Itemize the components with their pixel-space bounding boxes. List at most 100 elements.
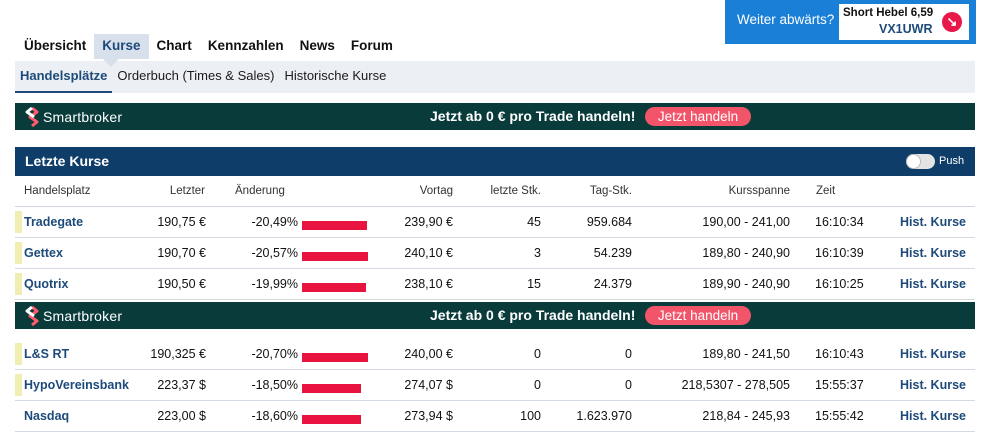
tab-kurse[interactable]: Kurse <box>94 34 149 59</box>
previous-close: 240,00 € <box>404 347 453 361</box>
last-price: 190,50 € <box>157 277 206 291</box>
change-percent: -20,57% <box>251 246 298 260</box>
price-range: 189,80 - 241,50 <box>702 347 790 361</box>
trade-time: 16:10:43 <box>815 347 864 361</box>
trade-time: 16:10:34 <box>815 215 864 229</box>
change-bar <box>302 221 367 230</box>
arrow-down-right-icon[interactable]: ↘ <box>942 12 962 32</box>
tab-news[interactable]: News <box>299 38 335 53</box>
trade-time: 16:10:25 <box>815 277 864 291</box>
day-quantity: 1.623.970 <box>576 409 632 423</box>
hist-kurse-link[interactable]: Hist. Kurse <box>900 215 966 229</box>
hist-kurse-link[interactable]: Hist. Kurse <box>900 409 966 423</box>
smartbroker-logo: Smartbroker <box>25 306 122 326</box>
venue-link[interactable]: HypoVereinsbank <box>24 378 129 392</box>
active-tab-caret <box>103 59 119 67</box>
day-quantity: 0 <box>625 347 632 361</box>
push-toggle[interactable] <box>906 154 935 169</box>
change-bar <box>302 252 368 261</box>
day-quantity: 959.684 <box>586 215 632 229</box>
venue-link[interactable]: Gettex <box>24 246 63 260</box>
table-row: Tradegate 190,75 € -20,49% 239,90 € 45 9… <box>15 207 975 238</box>
smartbroker-logo-icon <box>25 306 39 326</box>
header-divider <box>15 206 975 207</box>
jetzt-handeln-button[interactable]: Jetzt handeln <box>645 306 751 325</box>
subtab-handelsplaetze[interactable]: Handelsplätze <box>15 61 113 93</box>
tab-forum[interactable]: Forum <box>350 38 393 53</box>
smartbroker-logo: Smartbroker <box>25 107 122 127</box>
row-marker <box>15 374 22 396</box>
last-quantity: 15 <box>527 277 541 291</box>
col-header-kursspanne: Kursspanne <box>728 185 790 197</box>
venue-link[interactable]: Tradegate <box>24 215 84 229</box>
promo-product-card[interactable]: Short Hebel 6,59 VX1UWR ↘ <box>839 4 969 40</box>
push-label: Push <box>939 155 965 167</box>
previous-close: 273,94 $ <box>404 409 453 423</box>
promo-box[interactable]: Weiter abwärts? Short Hebel 6,59 VX1UWR … <box>725 0 976 44</box>
last-price: 190,70 € <box>157 246 206 260</box>
col-header-vortag: Vortag <box>419 185 453 197</box>
last-quantity: 100 <box>520 409 541 423</box>
day-quantity: 54.239 <box>593 246 632 260</box>
price-range: 190,00 - 241,00 <box>702 215 790 229</box>
trade-time: 16:10:39 <box>815 246 864 260</box>
last-price: 190,325 € <box>150 347 206 361</box>
venue-link[interactable]: L&S RT <box>24 347 70 361</box>
change-bar <box>302 353 368 362</box>
promo-product-code: VX1UWR <box>879 22 933 36</box>
change-bar <box>302 384 361 393</box>
last-quantity: 0 <box>534 347 541 361</box>
col-header-zeit: Zeit <box>816 185 836 197</box>
previous-close: 240,10 € <box>404 246 453 260</box>
row-marker <box>15 343 22 365</box>
subtab-orderbuch[interactable]: Orderbuch (Times & Sales) <box>117 68 275 83</box>
day-quantity: 0 <box>625 378 632 392</box>
row-marker <box>15 273 22 295</box>
hist-kurse-link[interactable]: Hist. Kurse <box>900 246 966 260</box>
venue-link[interactable]: Quotrix <box>24 277 69 291</box>
last-price: 223,00 $ <box>157 409 206 423</box>
change-percent: -18,60% <box>251 409 298 423</box>
smartbroker-banner[interactable]: Smartbroker Jetzt ab 0 € pro Trade hande… <box>15 302 975 329</box>
table-row: Nasdaq 223,00 $ -18,60% 273,94 $ 100 1.6… <box>15 401 975 432</box>
col-header-letzte-stk: letzte Stk. <box>490 185 542 197</box>
col-header-letzter: Letzter <box>169 185 205 197</box>
hist-kurse-link[interactable]: Hist. Kurse <box>900 277 966 291</box>
row-marker <box>15 211 22 233</box>
trade-time: 15:55:42 <box>815 409 864 423</box>
venue-link[interactable]: Nasdaq <box>24 409 70 423</box>
smartbroker-logo-icon <box>25 107 39 127</box>
change-percent: -20,49% <box>251 215 298 229</box>
tab-kennzahlen[interactable]: Kennzahlen <box>207 38 284 53</box>
last-price: 223,37 $ <box>157 378 206 392</box>
trade-time: 15:55:37 <box>815 378 864 392</box>
jetzt-handeln-button[interactable]: Jetzt handeln <box>645 107 751 126</box>
promo-product-name: Short Hebel 6,59 <box>843 7 934 19</box>
tab-uebersicht[interactable]: Übersicht <box>24 38 87 53</box>
price-range: 189,90 - 240,90 <box>702 277 790 291</box>
change-bar <box>302 283 366 292</box>
table-row: Gettex 190,70 € -20,57% 240,10 € 3 54.23… <box>15 238 975 269</box>
subtab-historische-kurse[interactable]: Historische Kurse <box>284 68 387 83</box>
table-row: HypoVereinsbank 223,37 $ -18,50% 274,07 … <box>15 370 975 401</box>
table-header: Letzte Kurse Push <box>15 147 975 176</box>
last-quantity: 0 <box>534 378 541 392</box>
price-range: 218,5307 - 278,505 <box>681 378 790 392</box>
smartbroker-logo-text: Smartbroker <box>43 308 123 324</box>
change-percent: -20,70% <box>251 347 298 361</box>
hist-kurse-link[interactable]: Hist. Kurse <box>900 378 966 392</box>
push-toggle-knob <box>906 154 921 169</box>
last-quantity: 45 <box>527 215 541 229</box>
change-percent: -19,99% <box>251 277 298 291</box>
table-title: Letzte Kurse <box>25 153 110 169</box>
price-range: 189,80 - 240,90 <box>702 246 790 260</box>
sub-nav: Handelsplätze Orderbuch (Times & Sales) … <box>15 61 975 93</box>
col-header-tag-stk: Tag-Stk. <box>589 185 632 197</box>
smartbroker-banner[interactable]: Smartbroker Jetzt ab 0 € pro Trade hande… <box>15 103 975 130</box>
promo-text: Weiter abwärts? <box>737 12 835 27</box>
price-range: 218,84 - 245,93 <box>702 409 790 423</box>
col-header-aenderung: Änderung <box>235 185 285 197</box>
hist-kurse-link[interactable]: Hist. Kurse <box>900 347 966 361</box>
tab-chart[interactable]: Chart <box>156 38 192 53</box>
table-row: Quotrix 190,50 € -19,99% 238,10 € 15 24.… <box>15 269 975 300</box>
